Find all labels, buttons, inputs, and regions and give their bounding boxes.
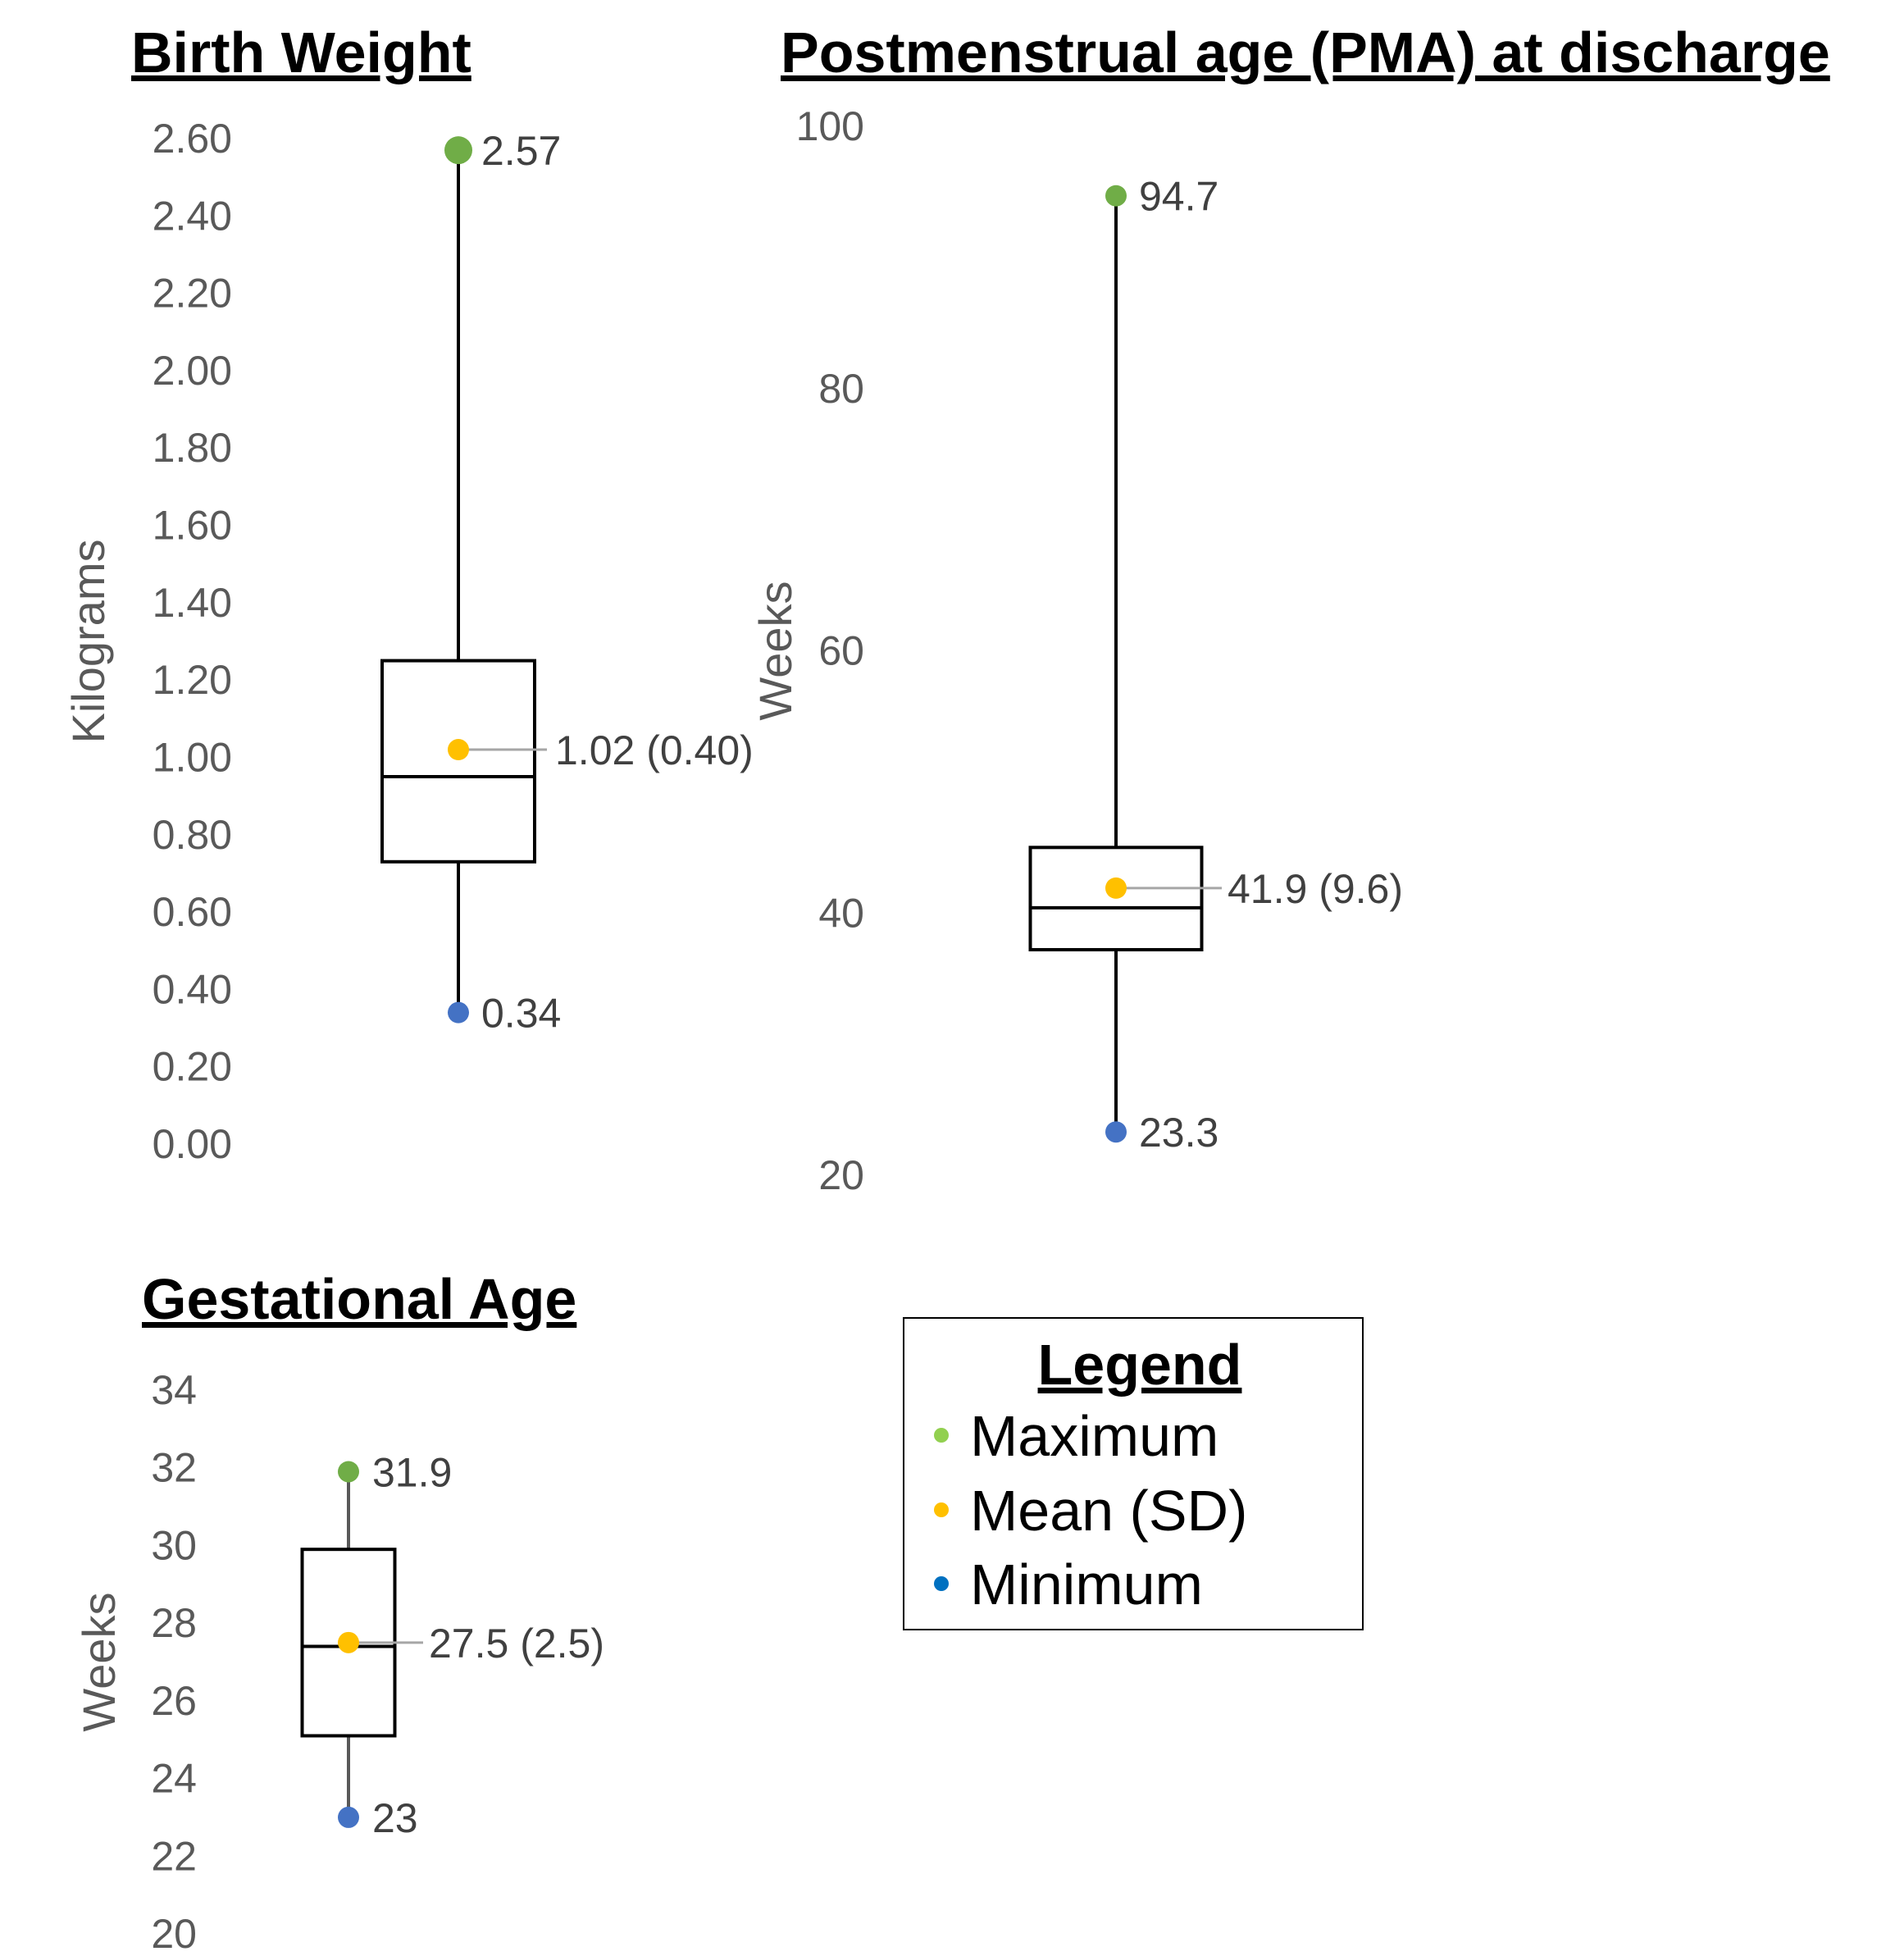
y-tick-label-pma: 20 (818, 1152, 864, 1198)
y-tick-label-birth-weight: 2.20 (153, 271, 232, 317)
y-tick-label-birth-weight: 1.60 (153, 503, 232, 549)
mean-label-pma: 41.9 (9.6) (1228, 866, 1403, 912)
max-label-gestational-age: 31.9 (372, 1449, 452, 1495)
max-point-pma (1105, 185, 1127, 207)
min-point-pma (1105, 1121, 1127, 1143)
y-tick-label-birth-weight: 1.40 (153, 580, 232, 626)
legend-item-maximum: Maximum (934, 1404, 1218, 1468)
y-tick-label-gestational-age: 20 (151, 1911, 197, 1952)
y-tick-label-birth-weight: 0.60 (153, 889, 232, 935)
y-tick-label-birth-weight: 2.60 (153, 116, 232, 162)
chart-gestational-age: Gestational Age Weeks 20 22 24 26 28 30 32 34 31.9… (73, 1267, 604, 1956)
chart-pma: Postmenstrual age (PMA) at discharge Week… (749, 21, 1830, 1198)
y-tick-label-pma: 40 (818, 890, 864, 936)
legend-marker-minimum (934, 1576, 949, 1591)
y-tick-label-gestational-age: 34 (151, 1367, 197, 1413)
y-tick-label-birth-weight: 0.80 (153, 812, 232, 858)
legend-item-mean: Mean (SD) (934, 1479, 1247, 1543)
legend-item-minimum: Minimum (934, 1552, 1203, 1616)
y-tick-label-birth-weight: 1.20 (153, 657, 232, 703)
mean-point-gestational-age (338, 1631, 359, 1653)
legend-marker-mean (934, 1502, 949, 1517)
chart-title-pma: Postmenstrual age (PMA) at discharge (781, 21, 1830, 84)
iqr-box-birth-weight (380, 659, 536, 864)
max-label-pma: 94.7 (1139, 174, 1218, 220)
y-tick-label-gestational-age: 26 (151, 1678, 197, 1724)
legend-frame (903, 1317, 1364, 1630)
y-tick-label-pma: 60 (818, 628, 864, 674)
legend-marker-maximum (934, 1428, 949, 1443)
y-axis-label-birth-weight: Kilograms (62, 540, 114, 744)
min-point-gestational-age (338, 1806, 359, 1828)
y-tick-label-birth-weight: 2.00 (153, 348, 232, 394)
legend-label-minimum: Minimum (970, 1552, 1203, 1616)
y-tick-label-gestational-age: 22 (151, 1833, 197, 1879)
min-label-gestational-age: 23 (372, 1795, 418, 1841)
legend-title: Legend (1038, 1333, 1242, 1397)
min-label-pma: 23.3 (1139, 1110, 1218, 1156)
legend: Legend Maximum Mean (SD) Minimum (903, 1317, 1364, 1630)
mean-point-pma (1105, 877, 1127, 899)
y-axis-label-pma: Weeks (749, 581, 801, 720)
y-axis-label-gestational-age: Weeks (73, 1592, 125, 1731)
mean-label-gestational-age: 27.5 (2.5) (429, 1621, 604, 1666)
y-tick-label-gestational-age: 28 (151, 1600, 197, 1646)
y-tick-label-birth-weight: 0.40 (153, 966, 232, 1012)
legend-label-mean: Mean (SD) (970, 1479, 1247, 1543)
y-tick-label-gestational-age: 24 (151, 1756, 197, 1802)
mean-point-birth-weight (448, 739, 469, 761)
y-tick-label-birth-weight: 1.80 (153, 425, 232, 471)
y-tick-label-pma: 80 (818, 366, 864, 412)
min-point-birth-weight (448, 1001, 469, 1024)
max-point-birth-weight (444, 136, 472, 165)
chart-title-birth-weight: Birth Weight (131, 21, 471, 84)
y-tick-label-birth-weight: 2.40 (153, 193, 232, 239)
chart-birth-weight: Birth Weight Kilograms 0.00 0.20 0.40 0.60 0.8… (62, 21, 754, 1167)
chart-title-gestational-age: Gestational Age (142, 1267, 576, 1331)
y-tick-label-gestational-age: 30 (151, 1522, 197, 1568)
max-point-gestational-age (338, 1461, 359, 1483)
y-tick-label-birth-weight: 0.00 (153, 1121, 232, 1167)
min-label-birth-weight: 0.34 (481, 991, 561, 1037)
y-tick-label-birth-weight: 1.00 (153, 734, 232, 780)
mean-label-birth-weight: 1.02 (0.40) (555, 727, 754, 773)
y-tick-label-birth-weight: 0.20 (153, 1044, 232, 1090)
y-tick-label-gestational-age: 32 (151, 1445, 197, 1491)
max-label-birth-weight: 2.57 (481, 128, 561, 174)
y-tick-label-pma: 100 (796, 103, 864, 149)
legend-label-maximum: Maximum (970, 1404, 1218, 1468)
